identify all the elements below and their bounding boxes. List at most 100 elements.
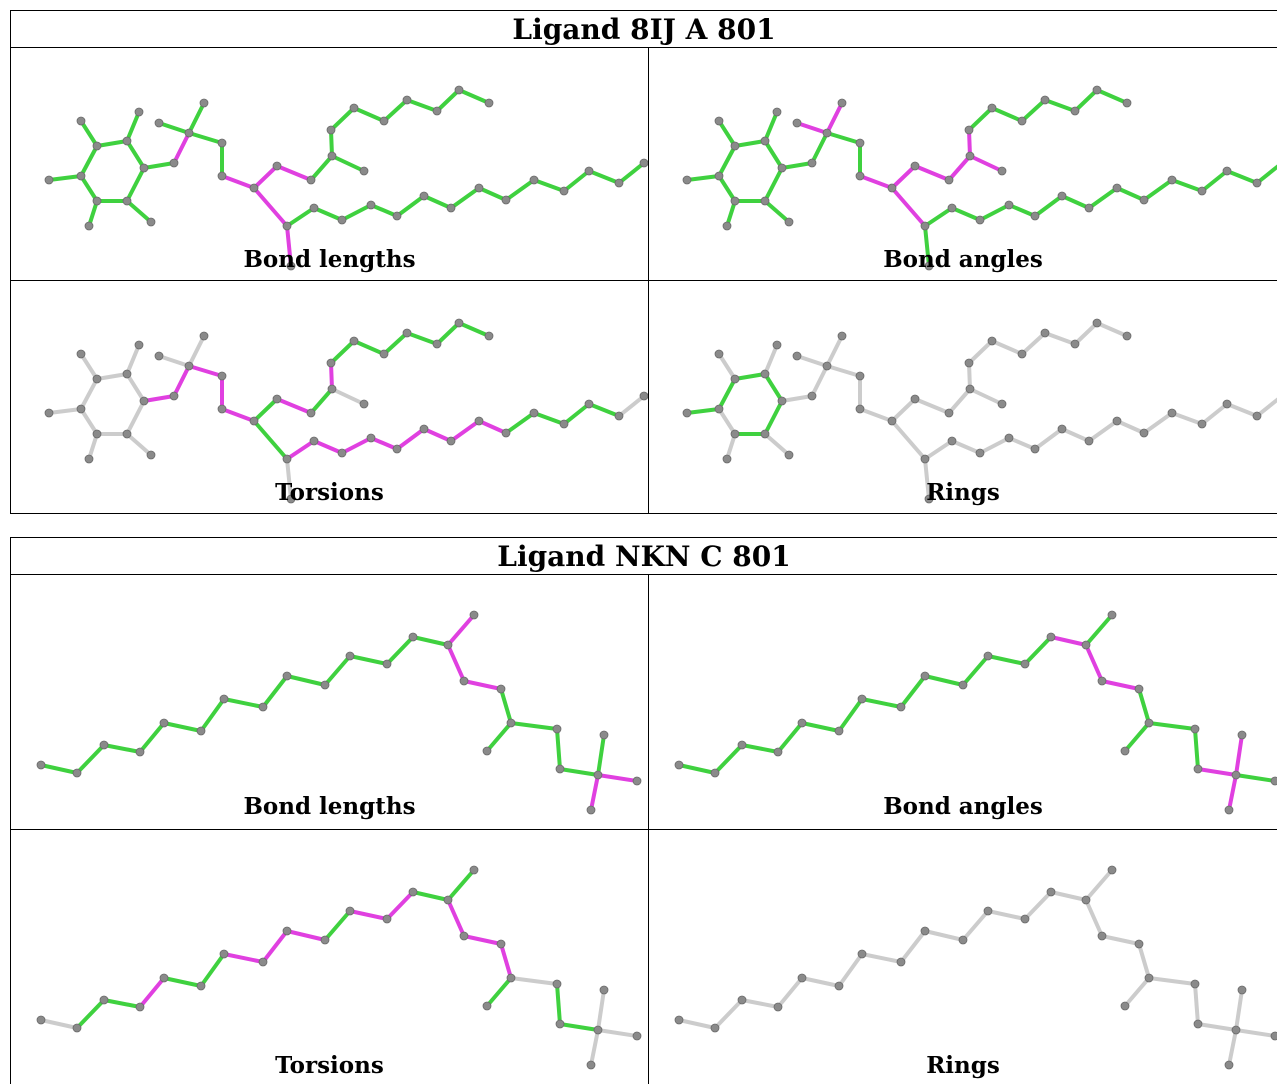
panel-torsions: Torsions (11, 281, 649, 513)
bond (733, 139, 767, 148)
atom (1139, 195, 1149, 205)
bond (1123, 976, 1151, 1008)
atom (482, 746, 492, 756)
atom (777, 396, 787, 406)
bond (79, 352, 99, 381)
atom (199, 331, 209, 341)
atom (1197, 186, 1207, 196)
atom (419, 191, 429, 201)
atom (1222, 399, 1232, 409)
panel-caption: Bond angles (883, 246, 1043, 273)
bond (446, 613, 476, 647)
atom (135, 1002, 145, 1012)
atom (282, 221, 292, 231)
bond (1020, 331, 1047, 356)
atom (419, 424, 429, 434)
atom (584, 166, 594, 176)
bond (950, 439, 982, 455)
atom (529, 408, 539, 418)
bond (968, 387, 1004, 406)
atom (983, 906, 993, 916)
atom (722, 454, 732, 464)
bond (422, 194, 453, 210)
bond (763, 399, 784, 436)
atom (146, 217, 156, 227)
bond (261, 674, 289, 709)
atom (834, 726, 844, 736)
bond (837, 952, 864, 988)
atom (326, 358, 336, 368)
atom (710, 1023, 720, 1033)
atom (282, 926, 292, 936)
bond (312, 206, 344, 222)
atom (282, 671, 292, 681)
bond (309, 387, 334, 415)
atom (379, 116, 389, 126)
bond (79, 377, 99, 411)
atom (997, 166, 1007, 176)
bond (79, 174, 99, 203)
bond (382, 98, 409, 123)
atom (159, 718, 169, 728)
panel-bond-angles: Bond angles (649, 575, 1277, 829)
bond (1049, 635, 1088, 647)
panel-bond-lengths: Bond lengths (11, 575, 649, 829)
bond (340, 436, 373, 455)
bond (309, 154, 334, 182)
bond (587, 402, 621, 418)
atom (1092, 318, 1102, 328)
panel-caption: Rings (926, 1052, 1000, 1079)
atom (822, 361, 832, 371)
bond (685, 174, 721, 182)
bond (1084, 868, 1114, 902)
atom (1167, 175, 1177, 185)
atom (306, 175, 316, 185)
bond (509, 976, 559, 986)
atom (1004, 200, 1014, 210)
atom (496, 939, 506, 949)
atom (219, 694, 229, 704)
molecule-8ij-rings (682, 318, 1277, 504)
atom (1237, 985, 1247, 995)
bond (1073, 88, 1099, 113)
atom (997, 399, 1007, 409)
atom (154, 351, 164, 361)
atom (139, 396, 149, 406)
bond (509, 721, 559, 731)
bond (138, 976, 166, 1009)
bond (717, 174, 737, 203)
atom (887, 183, 897, 193)
bond (157, 354, 191, 368)
bond (187, 364, 224, 378)
bond (899, 674, 927, 709)
bond (733, 372, 767, 381)
bond (776, 721, 804, 754)
atom (710, 768, 720, 778)
atom (760, 429, 770, 439)
bond (562, 402, 591, 426)
atom (474, 183, 484, 193)
bond (795, 354, 829, 368)
atom (896, 957, 906, 967)
bond (187, 334, 206, 368)
bond (763, 343, 779, 376)
atom (469, 610, 479, 620)
bond (222, 697, 265, 709)
atom (1004, 433, 1014, 443)
atom (1112, 416, 1122, 426)
bond (446, 868, 476, 902)
bond (913, 164, 951, 182)
atom (359, 166, 369, 176)
atom (792, 351, 802, 361)
atom (443, 895, 453, 905)
atom (887, 416, 897, 426)
bond (596, 1028, 639, 1038)
bond (446, 898, 466, 938)
atom (134, 340, 144, 350)
bond (776, 976, 804, 1009)
bond (555, 982, 562, 1026)
atom (947, 203, 957, 213)
atom (559, 186, 569, 196)
bond (252, 164, 279, 190)
bond (1200, 402, 1229, 426)
